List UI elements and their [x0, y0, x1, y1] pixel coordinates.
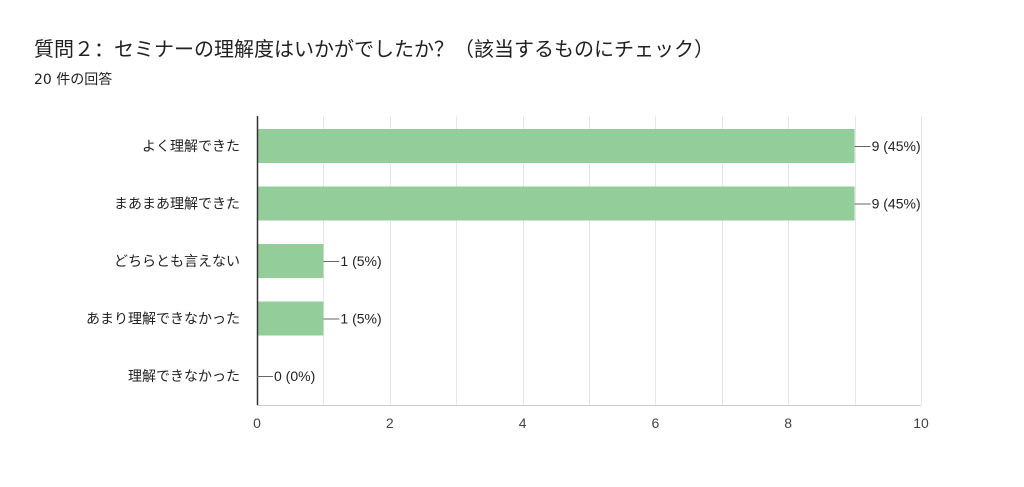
x-tick-label: 0	[253, 415, 261, 431]
data-label: 1 (5%)	[340, 253, 381, 269]
response-count: 20 件の回答	[34, 72, 113, 88]
axes	[256, 116, 921, 406]
data-label: 9 (45%)	[872, 138, 921, 154]
x-tick-label: 4	[519, 415, 527, 431]
data-label: 1 (5%)	[340, 311, 381, 327]
bar	[257, 301, 324, 336]
bars	[257, 129, 855, 336]
x-tick-label: 2	[386, 415, 394, 431]
grid-lines	[323, 116, 922, 405]
category-label: よく理解できた	[142, 139, 240, 155]
chart-title: 質問２：セミナーの理解度はいかがでしたか？（該当するものにチェック）	[34, 37, 714, 61]
x-tick-label: 8	[784, 415, 792, 431]
bar	[257, 129, 855, 163]
category-label: まあまあ理解できた	[114, 197, 240, 213]
category-label: 理解できなかった	[128, 369, 240, 385]
data-label: 0 (0%)	[274, 368, 315, 384]
x-tick-label: 6	[652, 415, 660, 431]
bar	[257, 186, 855, 221]
data-label: 9 (45%)	[872, 196, 921, 212]
category-label: どちらとも言えない	[114, 254, 240, 270]
labels: 0 2 4 6 8 10 よく理解できた 9 (45%) まあまあ理解できた 9 (45%) どちら…	[86, 138, 929, 431]
bar	[257, 244, 324, 278]
category-label: あまり理解できなかった	[86, 312, 240, 328]
x-tick-label: 10	[913, 415, 929, 431]
